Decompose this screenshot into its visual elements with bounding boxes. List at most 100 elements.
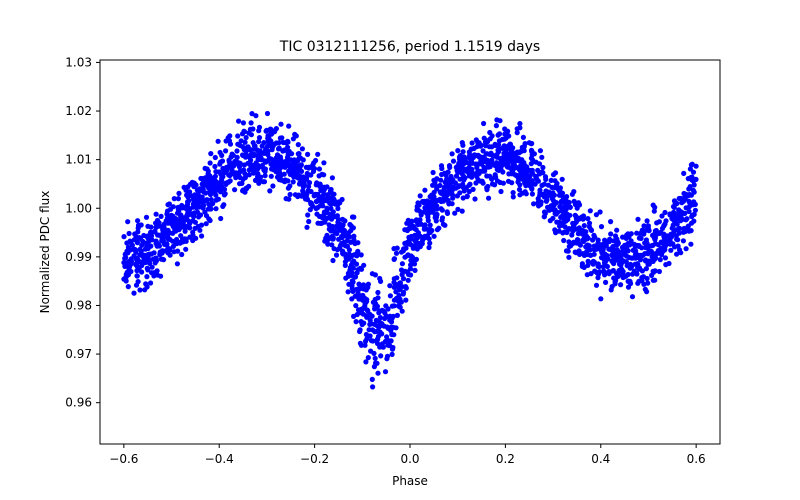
data-point [472,196,478,202]
data-point [509,149,516,155]
data-point [305,151,311,157]
data-point [624,232,630,238]
data-point [362,342,368,348]
data-point [255,162,261,168]
data-point [218,159,224,165]
data-point [370,384,376,390]
data-point [672,201,678,207]
data-point [690,169,697,175]
data-point [417,244,423,250]
data-point [321,187,327,193]
data-point [400,291,406,297]
data-point [466,173,473,179]
data-point [656,268,663,275]
data-point [314,199,320,205]
data-point [627,264,633,270]
data-point [152,228,158,234]
data-point [125,244,131,251]
data-point [609,252,615,258]
data-point [645,245,651,251]
data-point [405,277,411,283]
data-point [378,353,384,359]
data-point [256,139,262,145]
data-point [585,258,591,264]
data-point [213,169,219,175]
data-point [559,205,565,211]
data-point [484,160,490,166]
data-point [539,154,545,160]
data-point [620,271,626,277]
data-point [652,235,659,241]
data-point [253,113,259,119]
data-point [306,183,312,190]
data-point [556,192,563,198]
data-point [360,282,367,288]
data-point [573,219,579,225]
data-point [662,255,669,261]
data-point [123,278,129,284]
x-tick-label: 0.0 [400,452,419,466]
data-point [335,202,341,208]
data-point [461,177,467,183]
data-point [636,278,642,284]
data-point [537,148,544,154]
data-point [585,216,591,222]
data-point [285,139,291,145]
data-point [193,192,199,198]
data-point [179,251,185,258]
data-point [223,148,229,154]
data-point [358,252,364,258]
data-point [203,213,210,219]
data-point [582,234,588,240]
data-point [185,184,191,190]
data-point [460,142,466,148]
data-point [135,279,141,285]
data-point [516,186,523,193]
data-point [455,148,461,154]
data-point [652,268,658,274]
y-tick-label: 1.01 [65,153,92,167]
data-point [628,280,634,287]
data-point [377,315,383,321]
data-point [201,178,207,184]
data-point [565,248,571,254]
data-point [373,317,379,323]
data-point [339,196,345,203]
data-point [155,232,161,238]
data-point [659,213,665,219]
data-point [365,281,371,287]
data-point [439,217,445,223]
data-point [193,182,199,188]
data-point [634,271,640,277]
data-point [241,128,247,134]
data-point [675,237,681,243]
data-point [523,191,529,197]
data-point [382,369,389,375]
data-point [262,158,268,164]
data-point [558,198,565,204]
data-point [611,275,617,281]
x-tick-label: −0.2 [300,452,329,466]
data-point [143,281,149,287]
data-point [517,125,523,131]
data-point [351,258,357,264]
data-point [175,248,181,254]
data-point [259,162,265,169]
data-point [329,191,335,197]
data-point [550,190,556,196]
data-point [198,222,205,228]
data-point [562,224,568,230]
data-point [513,172,519,178]
data-point [286,123,292,129]
data-point [434,206,440,212]
data-point [298,162,304,168]
data-point [168,218,174,224]
data-point [161,257,167,263]
data-point [591,259,598,265]
data-point [486,195,492,201]
data-point [139,242,145,248]
data-point [408,262,414,268]
data-point [196,188,203,194]
data-point [506,133,512,139]
data-point [593,212,600,218]
